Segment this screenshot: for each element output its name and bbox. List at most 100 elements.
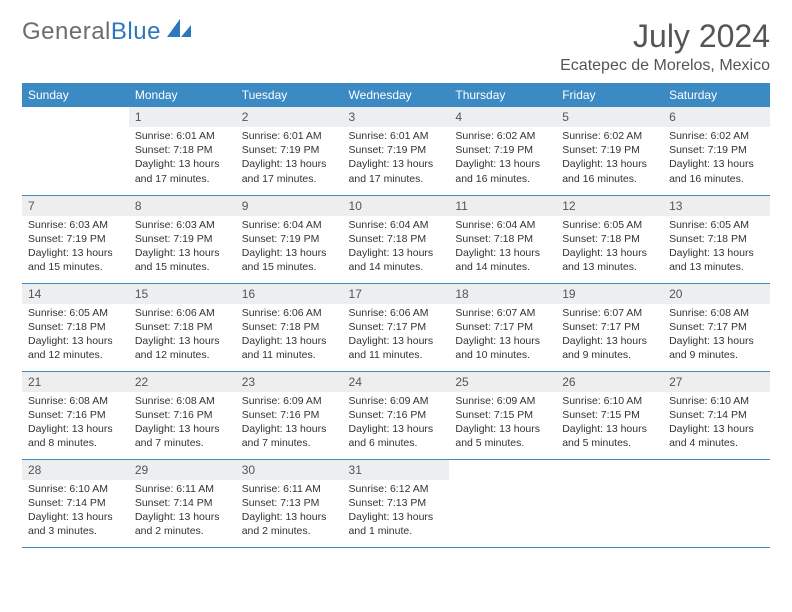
detail-line: Daylight: 13 hours bbox=[349, 422, 444, 436]
detail-line: Daylight: 13 hours bbox=[562, 246, 657, 260]
day-detail: Sunrise: 6:05 AMSunset: 7:18 PMDaylight:… bbox=[663, 216, 770, 279]
calendar-cell: 16Sunrise: 6:06 AMSunset: 7:18 PMDayligh… bbox=[236, 283, 343, 371]
detail-line: Sunset: 7:13 PM bbox=[242, 496, 337, 510]
day-detail: Sunrise: 6:05 AMSunset: 7:18 PMDaylight:… bbox=[22, 304, 129, 367]
week-row: 14Sunrise: 6:05 AMSunset: 7:18 PMDayligh… bbox=[22, 283, 770, 371]
detail-line: and 2 minutes. bbox=[242, 524, 337, 538]
detail-line: Daylight: 13 hours bbox=[135, 157, 230, 171]
day-number: 20 bbox=[663, 284, 770, 304]
detail-line: Daylight: 13 hours bbox=[135, 422, 230, 436]
day-number: 13 bbox=[663, 196, 770, 216]
detail-line: Sunset: 7:16 PM bbox=[135, 408, 230, 422]
detail-line: Sunset: 7:18 PM bbox=[242, 320, 337, 334]
calendar-cell: 12Sunrise: 6:05 AMSunset: 7:18 PMDayligh… bbox=[556, 195, 663, 283]
month-title: July 2024 bbox=[560, 18, 770, 55]
detail-line: Sunset: 7:17 PM bbox=[562, 320, 657, 334]
detail-line: Daylight: 13 hours bbox=[135, 246, 230, 260]
detail-line: Daylight: 13 hours bbox=[669, 246, 764, 260]
calendar-cell: 21Sunrise: 6:08 AMSunset: 7:16 PMDayligh… bbox=[22, 371, 129, 459]
detail-line: Daylight: 13 hours bbox=[242, 246, 337, 260]
calendar-cell: 1Sunrise: 6:01 AMSunset: 7:18 PMDaylight… bbox=[129, 107, 236, 195]
day-detail: Sunrise: 6:04 AMSunset: 7:18 PMDaylight:… bbox=[449, 216, 556, 279]
detail-line: Sunrise: 6:04 AM bbox=[242, 218, 337, 232]
day-number: 22 bbox=[129, 372, 236, 392]
calendar-cell: 24Sunrise: 6:09 AMSunset: 7:16 PMDayligh… bbox=[343, 371, 450, 459]
detail-line: Sunrise: 6:10 AM bbox=[28, 482, 123, 496]
detail-line: Sunrise: 6:03 AM bbox=[135, 218, 230, 232]
detail-line: Daylight: 13 hours bbox=[28, 246, 123, 260]
day-number: 3 bbox=[343, 107, 450, 127]
detail-line: Sunrise: 6:12 AM bbox=[349, 482, 444, 496]
calendar-cell: 14Sunrise: 6:05 AMSunset: 7:18 PMDayligh… bbox=[22, 283, 129, 371]
calendar-cell bbox=[663, 459, 770, 547]
detail-line: Sunrise: 6:06 AM bbox=[349, 306, 444, 320]
detail-line: Sunrise: 6:08 AM bbox=[28, 394, 123, 408]
detail-line: Sunset: 7:19 PM bbox=[135, 232, 230, 246]
detail-line: Sunset: 7:14 PM bbox=[135, 496, 230, 510]
day-number: 31 bbox=[343, 460, 450, 480]
calendar-cell: 3Sunrise: 6:01 AMSunset: 7:19 PMDaylight… bbox=[343, 107, 450, 195]
day-detail: Sunrise: 6:05 AMSunset: 7:18 PMDaylight:… bbox=[556, 216, 663, 279]
detail-line: Daylight: 13 hours bbox=[455, 422, 550, 436]
detail-line: Sunrise: 6:05 AM bbox=[562, 218, 657, 232]
detail-line: and 5 minutes. bbox=[562, 436, 657, 450]
calendar-cell: 7Sunrise: 6:03 AMSunset: 7:19 PMDaylight… bbox=[22, 195, 129, 283]
day-detail: Sunrise: 6:10 AMSunset: 7:15 PMDaylight:… bbox=[556, 392, 663, 455]
detail-line: Daylight: 13 hours bbox=[135, 334, 230, 348]
detail-line: and 7 minutes. bbox=[135, 436, 230, 450]
detail-line: and 1 minute. bbox=[349, 524, 444, 538]
detail-line: Sunset: 7:19 PM bbox=[349, 143, 444, 157]
calendar-cell: 10Sunrise: 6:04 AMSunset: 7:18 PMDayligh… bbox=[343, 195, 450, 283]
day-detail: Sunrise: 6:11 AMSunset: 7:14 PMDaylight:… bbox=[129, 480, 236, 543]
detail-line: Sunset: 7:17 PM bbox=[349, 320, 444, 334]
calendar-cell: 4Sunrise: 6:02 AMSunset: 7:19 PMDaylight… bbox=[449, 107, 556, 195]
day-number: 7 bbox=[22, 196, 129, 216]
calendar-cell: 8Sunrise: 6:03 AMSunset: 7:19 PMDaylight… bbox=[129, 195, 236, 283]
calendar-cell: 19 Sunrise: 6:07 AMSunset: 7:17 PMDayligh… bbox=[556, 283, 663, 371]
detail-line: Daylight: 13 hours bbox=[669, 157, 764, 171]
detail-line: Sunrise: 6:04 AM bbox=[349, 218, 444, 232]
detail-line: Sunset: 7:16 PM bbox=[242, 408, 337, 422]
dow-sat: Saturday bbox=[663, 83, 770, 107]
detail-line: and 5 minutes. bbox=[455, 436, 550, 450]
day-detail: Sunrise: 6:08 AMSunset: 7:16 PMDaylight:… bbox=[129, 392, 236, 455]
day-detail: Sunrise: 6:09 AMSunset: 7:15 PMDaylight:… bbox=[449, 392, 556, 455]
detail-line: and 17 minutes. bbox=[135, 172, 230, 186]
detail-line: and 14 minutes. bbox=[349, 260, 444, 274]
calendar-cell: 27Sunrise: 6:10 AMSunset: 7:14 PMDayligh… bbox=[663, 371, 770, 459]
calendar-cell: 30Sunrise: 6:11 AMSunset: 7:13 PMDayligh… bbox=[236, 459, 343, 547]
detail-line: Daylight: 13 hours bbox=[242, 334, 337, 348]
day-detail: Sunrise: 6:02 AMSunset: 7:19 PMDaylight:… bbox=[449, 127, 556, 190]
calendar-cell: 23Sunrise: 6:09 AMSunset: 7:16 PMDayligh… bbox=[236, 371, 343, 459]
detail-line: and 9 minutes. bbox=[562, 348, 657, 362]
detail-line: Daylight: 13 hours bbox=[455, 334, 550, 348]
detail-line: Daylight: 13 hours bbox=[562, 334, 657, 348]
calendar-cell: 17Sunrise: 6:06 AMSunset: 7:17 PMDayligh… bbox=[343, 283, 450, 371]
logo-text-blue: Blue bbox=[111, 18, 161, 46]
week-row: 21Sunrise: 6:08 AMSunset: 7:16 PMDayligh… bbox=[22, 371, 770, 459]
detail-line: Daylight: 13 hours bbox=[349, 334, 444, 348]
day-number: 12 bbox=[556, 196, 663, 216]
day-number: 19 bbox=[556, 284, 663, 304]
day-number: 26 bbox=[556, 372, 663, 392]
dow-tue: Tuesday bbox=[236, 83, 343, 107]
day-detail: Sunrise: 6:01 AMSunset: 7:19 PMDaylight:… bbox=[343, 127, 450, 190]
dow-mon: Monday bbox=[129, 83, 236, 107]
detail-line: Daylight: 13 hours bbox=[349, 157, 444, 171]
detail-line: Daylight: 13 hours bbox=[28, 422, 123, 436]
detail-line: Sunset: 7:14 PM bbox=[669, 408, 764, 422]
detail-line: Daylight: 13 hours bbox=[349, 510, 444, 524]
day-detail: Sunrise: 6:10 AMSunset: 7:14 PMDaylight:… bbox=[22, 480, 129, 543]
detail-line: Daylight: 13 hours bbox=[242, 422, 337, 436]
dow-fri: Friday bbox=[556, 83, 663, 107]
day-number: 10 bbox=[343, 196, 450, 216]
detail-line: and 2 minutes. bbox=[135, 524, 230, 538]
detail-line: Sunrise: 6:07 AM bbox=[562, 306, 657, 320]
detail-line: Daylight: 13 hours bbox=[28, 510, 123, 524]
detail-line: Sunset: 7:18 PM bbox=[455, 232, 550, 246]
dow-wed: Wednesday bbox=[343, 83, 450, 107]
day-number: 18 bbox=[449, 284, 556, 304]
detail-line: Sunset: 7:19 PM bbox=[242, 232, 337, 246]
detail-line: and 11 minutes. bbox=[242, 348, 337, 362]
detail-line: and 15 minutes. bbox=[242, 260, 337, 274]
